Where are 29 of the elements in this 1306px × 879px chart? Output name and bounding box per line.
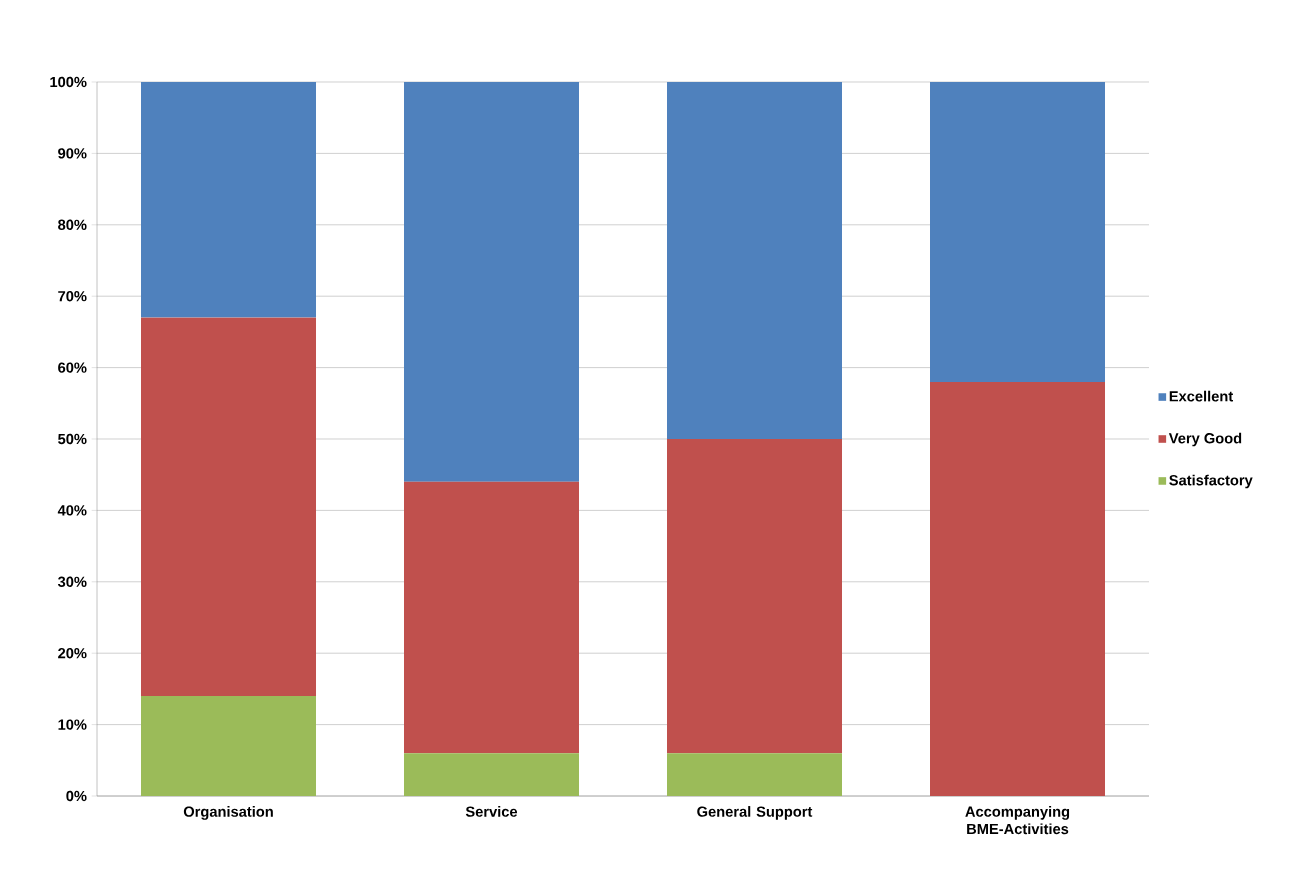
legend-label: Satisfactory bbox=[1169, 474, 1253, 489]
y-tick-label: 50% bbox=[58, 433, 87, 445]
y-tick-label: 70% bbox=[58, 291, 87, 302]
bar bbox=[141, 317, 317, 697]
y-tick-label: 90% bbox=[58, 148, 87, 159]
bar bbox=[667, 439, 842, 754]
bar bbox=[141, 81, 317, 318]
x-tick-label: Organisation bbox=[183, 806, 273, 820]
legend-label: Very Good bbox=[1168, 432, 1242, 447]
bar bbox=[667, 753, 842, 796]
bar bbox=[404, 81, 579, 482]
bar bbox=[667, 81, 842, 439]
y-tick-label: 40% bbox=[57, 505, 87, 516]
legend-label: Excellent bbox=[1169, 390, 1234, 402]
x-tick-label: General Support bbox=[697, 806, 813, 820]
y-tick-label: 80% bbox=[58, 219, 87, 230]
bar bbox=[930, 381, 1106, 796]
y-tick-label: 10% bbox=[58, 719, 87, 730]
bar bbox=[404, 753, 579, 796]
bar bbox=[404, 481, 579, 754]
x-tick-label: Service bbox=[465, 806, 518, 817]
bar bbox=[930, 81, 1106, 382]
y-tick-label: 20% bbox=[58, 648, 87, 659]
bar bbox=[141, 696, 317, 796]
y-tick-label: 100% bbox=[50, 76, 87, 88]
y-tick-label: 30% bbox=[57, 576, 87, 587]
y-tick-label: 60% bbox=[58, 362, 87, 373]
x-tick-label: Accompanying BME-Activities bbox=[965, 806, 1070, 835]
y-tick-label: 0% bbox=[66, 790, 87, 802]
